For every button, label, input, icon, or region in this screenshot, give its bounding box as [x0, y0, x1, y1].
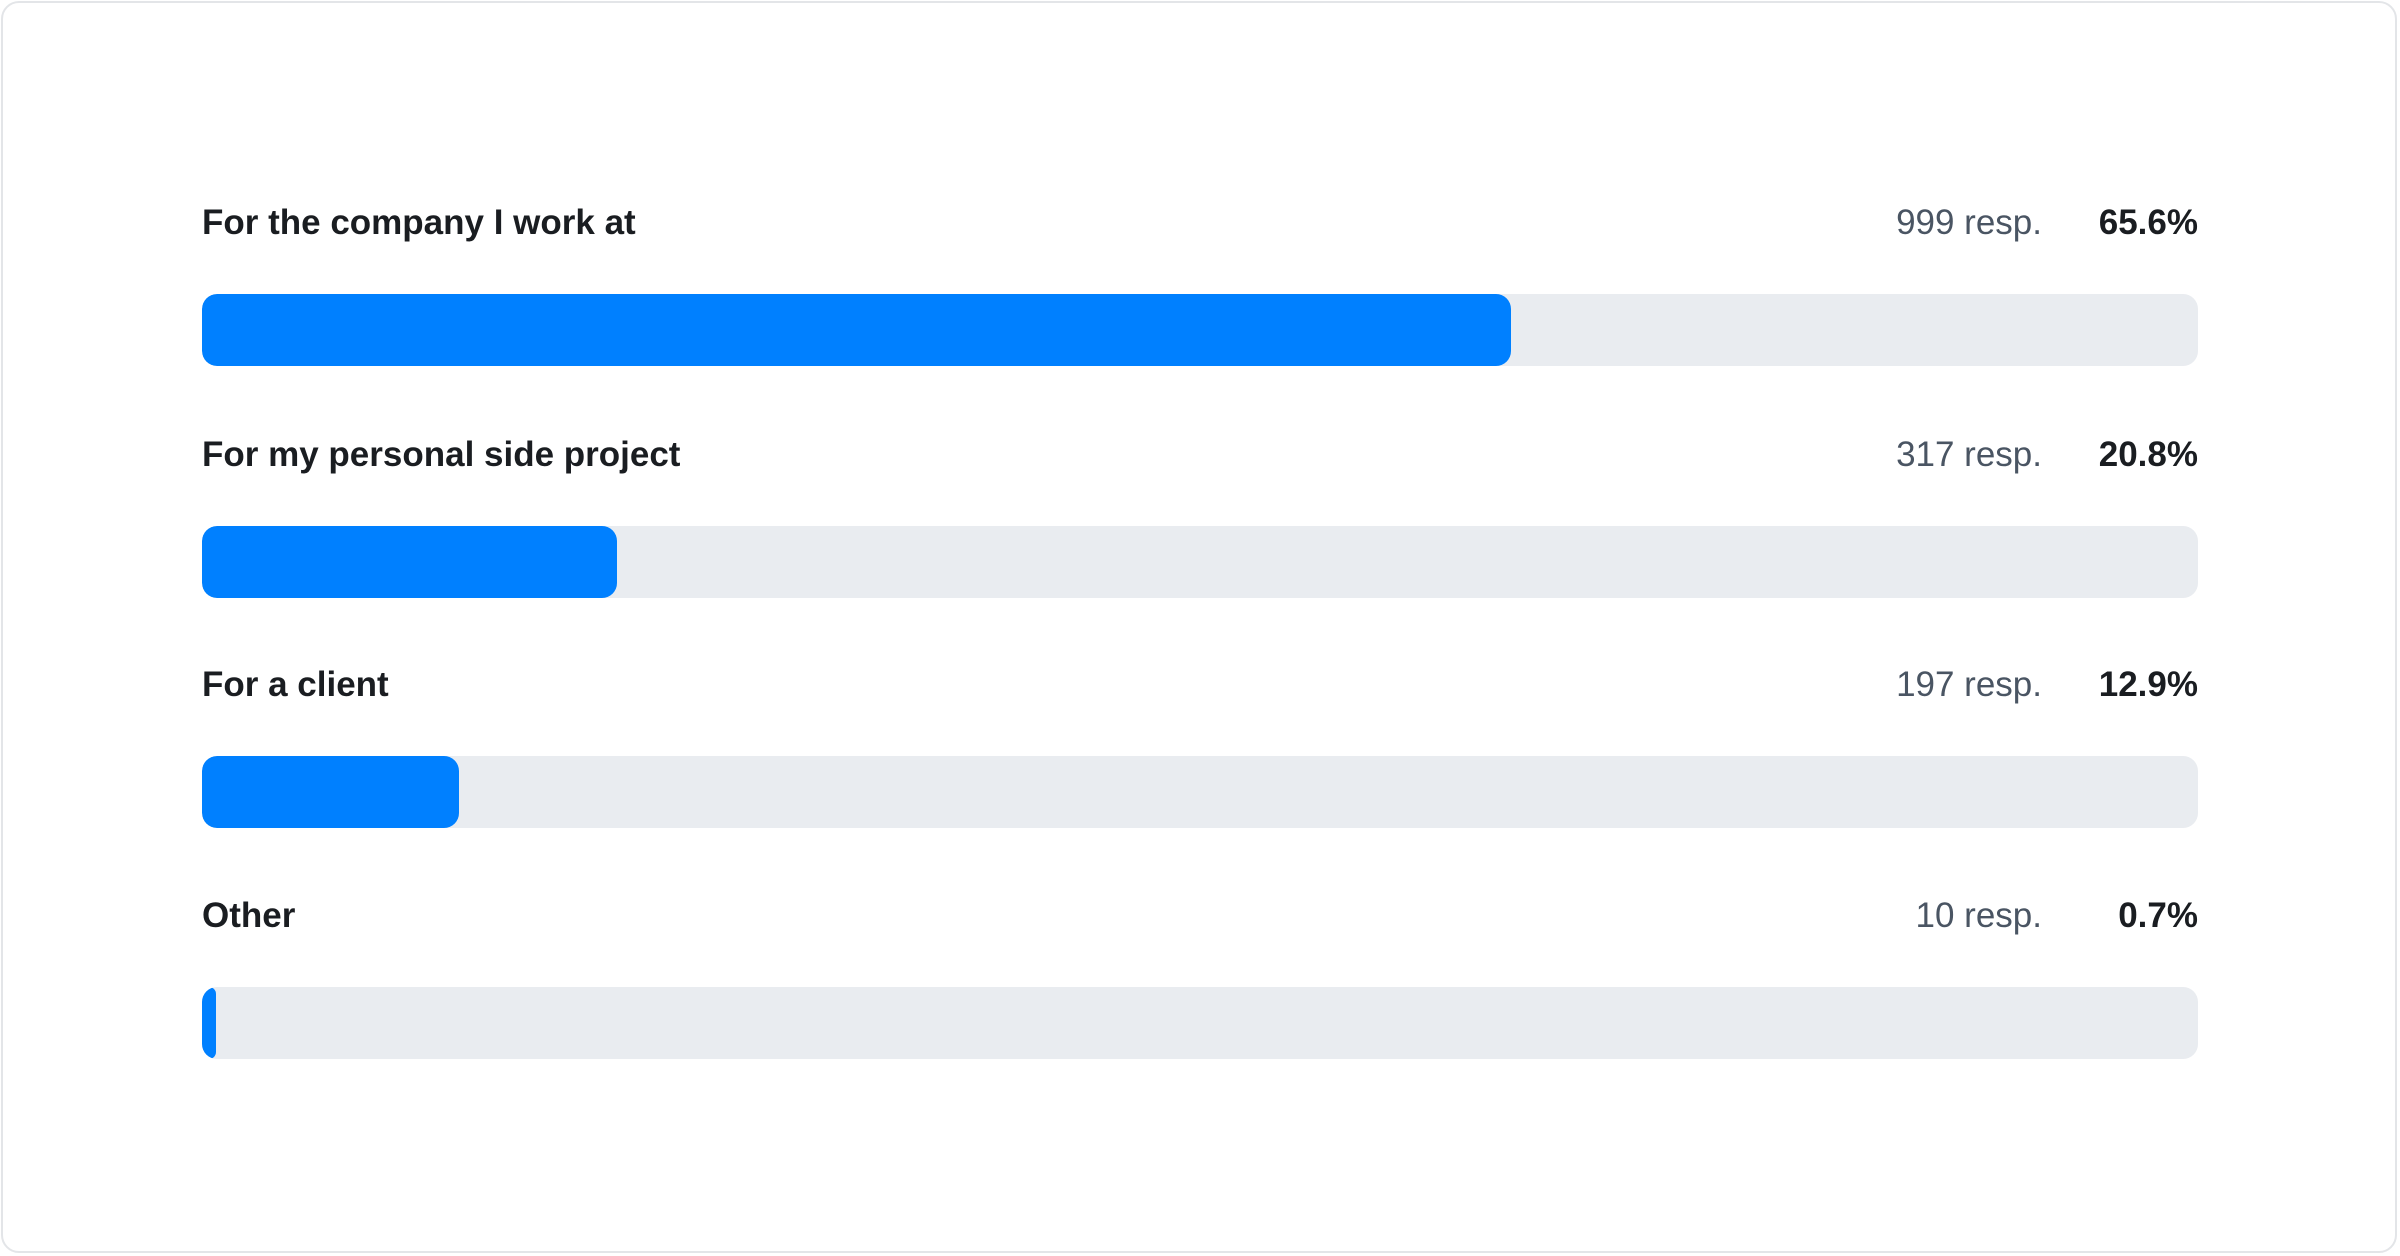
response-count: 317 resp.	[1896, 435, 2042, 474]
bar-row: For the company I work at 999 resp. 65.6…	[202, 193, 2198, 366]
percent-label: 20.8%	[2098, 435, 2198, 474]
bar-track	[202, 756, 2198, 828]
bar-header: Other 10 resp. 0.7%	[202, 886, 2198, 946]
bar-fill	[202, 526, 618, 598]
bar-header: For a client 197 resp. 12.9%	[202, 655, 2198, 715]
bar-header: For my personal side project 317 resp. 2…	[202, 425, 2198, 485]
bar-fill	[202, 987, 216, 1059]
bar-row: Other 10 resp. 0.7%	[202, 886, 2198, 1059]
bar-row: For a client 197 resp. 12.9%	[202, 655, 2198, 828]
bar-fill	[202, 756, 460, 828]
response-count: 10 resp.	[1915, 896, 2042, 935]
bar-track	[202, 987, 2198, 1059]
bar-header: For the company I work at 999 resp. 65.6…	[202, 193, 2198, 253]
bar-fill	[202, 294, 1512, 366]
bar-track	[202, 294, 2198, 366]
category-label: Other	[202, 896, 296, 935]
percent-label: 65.6%	[2098, 203, 2198, 242]
category-label: For my personal side project	[202, 435, 681, 474]
bar-row: For my personal side project 317 resp. 2…	[202, 425, 2198, 598]
response-count: 197 resp.	[1896, 665, 2042, 704]
percent-label: 12.9%	[2098, 665, 2198, 704]
percent-label: 0.7%	[2118, 896, 2198, 935]
category-label: For a client	[202, 665, 389, 704]
response-count: 999 resp.	[1896, 203, 2042, 242]
bar-track	[202, 526, 2198, 598]
category-label: For the company I work at	[202, 203, 636, 242]
